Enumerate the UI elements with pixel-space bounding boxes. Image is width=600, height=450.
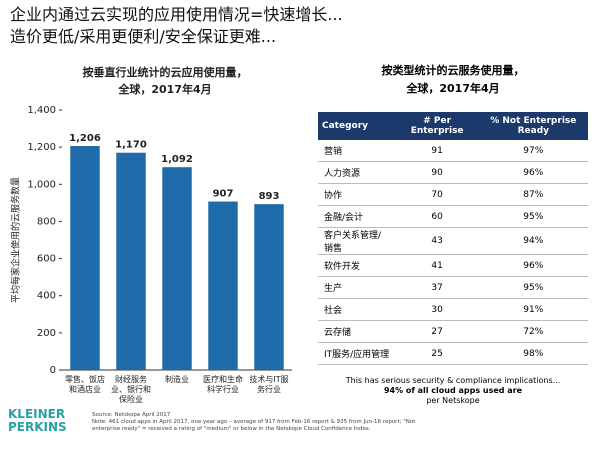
table-cell: 96% xyxy=(478,254,588,277)
table-cell: 43 xyxy=(395,227,479,255)
y-axis-label: 平均每家企业使用的云服务数量 xyxy=(10,177,22,303)
table-cell: 25 xyxy=(395,342,479,365)
chart-subtitle: 全球，2017年4月 xyxy=(117,82,211,96)
table-cell: 91% xyxy=(478,298,588,321)
table-cell: 70 xyxy=(395,183,479,206)
table-cell: 97% xyxy=(478,140,588,162)
table-cell: 营销 xyxy=(318,140,396,162)
table-cell: 社会 xyxy=(318,298,396,321)
x-tick-label: 制造业 xyxy=(165,375,189,384)
callout-line: This has serious security & compliance i… xyxy=(345,376,561,385)
table-cell: 金融/会计 xyxy=(318,205,396,228)
x-tick-label: 医疗和生命科学行业 xyxy=(203,375,243,394)
table-cell: 生产 xyxy=(318,276,396,299)
value-label: 1,170 xyxy=(115,140,147,151)
table-row: 客户关系管理/销售 43 94% xyxy=(318,227,588,255)
header-row: Category # Per Enterprise% Not Enterprise… xyxy=(318,112,588,140)
table-title-line: 按类型统计的云服务使用量， xyxy=(381,64,525,77)
table-row: 云存储 27 72% xyxy=(318,320,588,343)
logo-line: PERKINS xyxy=(8,420,67,434)
y-tick-label: 1,000 xyxy=(27,179,56,190)
table-row: 营销 91 97% xyxy=(318,140,588,162)
table-cell: 87% xyxy=(478,183,588,206)
value-label: 1,092 xyxy=(161,154,193,165)
bar xyxy=(208,201,238,370)
table-cell: 95% xyxy=(478,276,588,299)
table-cell: 人力资源 xyxy=(318,161,396,184)
y-tick-label: 0 xyxy=(50,365,56,376)
logo-line: KLEINER xyxy=(8,407,66,421)
chart: 按垂直行业统计的云应用使用量， 全球，2017年4月 平均每家企业使用的云服务数… xyxy=(10,65,292,376)
value-label: 893 xyxy=(259,191,280,202)
value-label: 1,206 xyxy=(69,133,101,144)
table-row: 软件开发 41 96% xyxy=(318,254,588,277)
bar xyxy=(116,152,146,370)
x-tick-label: 财经服务业、银行和保险业 xyxy=(111,375,151,404)
footnote: Source: Netskope April 2017 Note: 461 cl… xyxy=(92,412,432,433)
column-header: % Not Enterprise Ready xyxy=(478,112,588,140)
column-header: # Per Enterprise xyxy=(395,112,479,140)
column-header: Category xyxy=(318,112,396,140)
table-title: 按类型统计的云服务使用量， 全球，2017年4月 xyxy=(318,62,588,98)
table-cell: 60 xyxy=(395,205,479,228)
table-cell: 72% xyxy=(478,320,588,343)
logo: KLEINER PERKINS xyxy=(8,408,67,434)
slide-title: 企业内通过云实现的应用使用情况=快速增长... 造价更低/采用更便利/安全保证更… xyxy=(10,4,343,48)
table-cell: 27 xyxy=(395,320,479,343)
callout-line: per Netskope xyxy=(426,396,480,405)
table-cell: 95% xyxy=(478,205,588,228)
callout: This has serious security & compliance i… xyxy=(318,376,588,406)
source: Source: Netskope April 2017 xyxy=(92,412,171,418)
x-tick-label: 零售、饭店和酒店业 xyxy=(65,375,105,394)
bar xyxy=(254,204,284,370)
table-cell: 96% xyxy=(478,161,588,184)
y-tick-label: 1,200 xyxy=(27,142,56,153)
table-body: 营销 91 97% 人力资源 90 96% 协作 70 87% 金融/会计 60 95% 客户关系管理/… xyxy=(318,140,588,365)
bar xyxy=(70,146,100,370)
table-cell: 91 xyxy=(395,140,479,162)
table-cell: 客户关系管理/销售 xyxy=(318,227,396,255)
table-row: 协作 70 87% xyxy=(318,183,588,206)
x-tick-label: 技术与IT服务行业 xyxy=(249,375,289,394)
title-line: 造价更低/采用更便利/安全保证更难... xyxy=(10,27,277,46)
y-tick-label: 200 xyxy=(37,328,56,339)
table-cell: IT服务/应用管理 xyxy=(318,342,396,365)
table-cell: 90 xyxy=(395,161,479,184)
table-cell: 94% xyxy=(478,227,588,255)
table-row: 生产 37 95% xyxy=(318,276,588,299)
table: Category # Per Enterprise% Not Enterprise… xyxy=(318,112,588,365)
table-cell: 41 xyxy=(395,254,479,277)
bar xyxy=(162,167,192,370)
chart-title: 按垂直行业统计的云应用使用量， xyxy=(83,65,248,79)
table-title-line: 全球，2017年4月 xyxy=(406,82,500,95)
table-row: 人力资源 90 96% xyxy=(318,161,588,184)
note: Note: 461 cloud apps in April 2017, one … xyxy=(92,419,416,432)
callout-line: 94% of all cloud apps used are xyxy=(383,386,523,395)
table-row: IT服务/应用管理 25 98% xyxy=(318,342,588,365)
table-cell: 98% xyxy=(478,342,588,365)
table-cell: 软件开发 xyxy=(318,254,396,277)
table-cell: 30 xyxy=(395,298,479,321)
y-tick-label: 800 xyxy=(37,216,56,227)
table-row: 金融/会计 60 95% xyxy=(318,205,588,228)
y-tick-label: 600 xyxy=(37,254,56,265)
y-tick-label: 1,400 xyxy=(27,105,56,116)
title-line: 企业内通过云实现的应用使用情况=快速增长... xyxy=(10,5,343,24)
y-tick-label: 400 xyxy=(37,291,56,302)
value-label: 907 xyxy=(213,189,234,200)
table-cell: 37 xyxy=(395,276,479,299)
table-row: 社会 30 91% xyxy=(318,298,588,321)
table-cell: 云存储 xyxy=(318,320,396,343)
table-cell: 协作 xyxy=(318,183,396,206)
